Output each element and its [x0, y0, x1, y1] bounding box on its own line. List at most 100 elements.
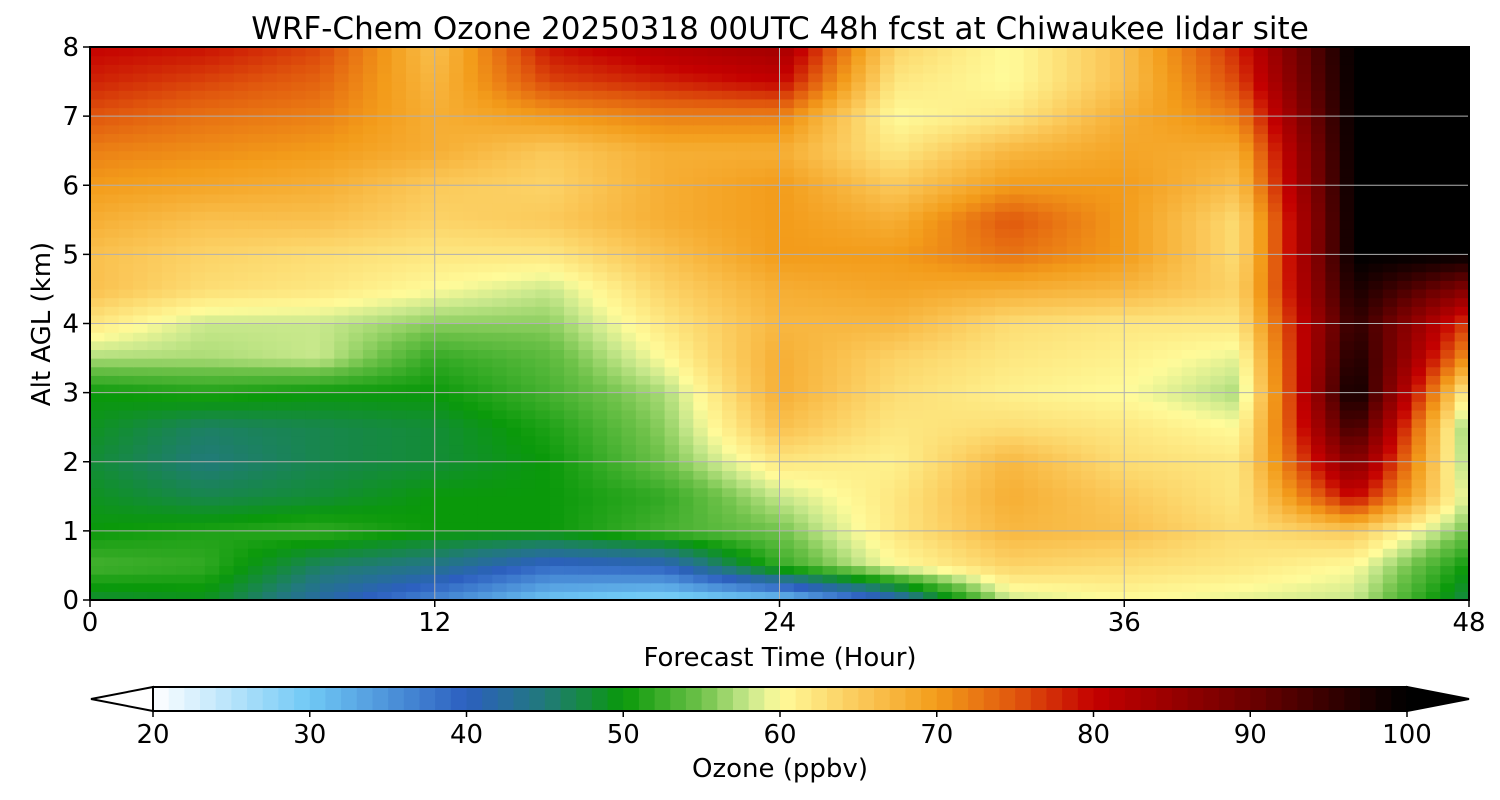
heatmap-cell — [1310, 167, 1326, 178]
heatmap-cell — [1009, 556, 1025, 567]
heatmap-cell — [635, 479, 651, 489]
heatmap-cell — [1038, 504, 1054, 515]
heatmap-cell — [836, 332, 852, 342]
heatmap-cell — [908, 435, 924, 446]
heatmap-cell — [1224, 401, 1240, 411]
heatmap-cell — [750, 418, 766, 428]
heatmap-cell — [1411, 496, 1427, 506]
heatmap-cell — [1325, 401, 1341, 411]
heatmap-cell — [822, 530, 838, 541]
heatmap-cell — [994, 211, 1010, 221]
heatmap-cell — [391, 435, 407, 446]
heatmap-cell — [506, 219, 522, 230]
heatmap-cell — [578, 159, 594, 169]
heatmap-cell — [118, 142, 134, 152]
heatmap-cell — [104, 375, 120, 385]
heatmap-cell — [779, 332, 795, 342]
heatmap-cell — [262, 504, 278, 515]
heatmap-cell — [1239, 427, 1255, 437]
heatmap-cell — [233, 297, 249, 307]
heatmap-cell — [449, 522, 465, 532]
heatmap-cell — [492, 565, 508, 575]
heatmap-cell — [1296, 340, 1312, 351]
heatmap-cell — [894, 366, 910, 376]
heatmap-cell — [420, 332, 436, 342]
heatmap-cell — [1038, 366, 1054, 376]
heatmap-cell — [592, 288, 608, 299]
heatmap-cell — [233, 591, 249, 601]
heatmap-cell — [449, 176, 465, 186]
heatmap-cell — [463, 401, 479, 411]
heatmap-cell — [564, 150, 579, 160]
heatmap-cell — [664, 453, 680, 463]
heatmap-cell — [1167, 556, 1183, 567]
heatmap-cell — [262, 591, 278, 601]
heatmap-cell — [1382, 496, 1398, 506]
heatmap-cell — [836, 176, 852, 186]
heatmap-cell — [377, 271, 393, 281]
heatmap-cell — [951, 211, 967, 221]
heatmap-cell — [1325, 271, 1341, 281]
heatmap-cell — [951, 332, 967, 342]
heatmap-cell — [635, 539, 651, 549]
chart-title: WRF-Chem Ozone 20250318 00UTC 48h fcst a… — [251, 11, 1309, 47]
heatmap-cell — [1253, 539, 1269, 549]
heatmap-cell — [1009, 340, 1025, 351]
heatmap-cell — [765, 401, 781, 411]
heatmap-cell — [822, 219, 838, 230]
heatmap-cell — [362, 453, 378, 463]
heatmap-cell — [980, 435, 996, 446]
heatmap-cell — [1239, 366, 1255, 376]
heatmap-cell — [592, 383, 608, 394]
heatmap-cell — [1282, 340, 1298, 351]
heatmap-cell — [592, 211, 608, 221]
heatmap-cell — [1081, 409, 1097, 420]
heatmap-cell — [204, 401, 220, 411]
heatmap-cell — [1095, 237, 1111, 247]
heatmap-cell — [736, 288, 752, 299]
heatmap-cell — [104, 565, 120, 575]
heatmap-cell — [334, 150, 350, 160]
heatmap-cell — [1368, 530, 1384, 541]
heatmap-cell — [1224, 263, 1240, 273]
heatmap-cell — [348, 401, 364, 411]
heatmap-cell — [880, 504, 896, 515]
heatmap-cell — [1066, 383, 1082, 394]
heatmap-cell — [635, 176, 651, 186]
heatmap-cell — [406, 470, 421, 480]
heatmap-cell — [736, 461, 752, 471]
heatmap-cell — [1368, 306, 1384, 316]
heatmap-cell — [1382, 254, 1398, 264]
heatmap-cell — [1339, 556, 1355, 567]
heatmap-cell — [449, 548, 465, 558]
heatmap-cell — [334, 513, 350, 523]
heatmap-cell — [1066, 306, 1082, 316]
heatmap-cell — [1354, 332, 1370, 342]
heatmap-cell — [161, 314, 177, 325]
heatmap-cell — [535, 574, 551, 584]
heatmap-cell — [204, 409, 220, 420]
heatmap-cell — [520, 401, 536, 411]
heatmap-cell — [90, 323, 105, 333]
heatmap-cell — [434, 375, 450, 385]
heatmap-cell — [836, 427, 852, 437]
heatmap-cell — [678, 496, 694, 506]
heatmap-cell — [564, 306, 579, 316]
heatmap-cell — [1138, 176, 1154, 186]
heatmap-cell — [1224, 332, 1240, 342]
heatmap-cell — [765, 530, 781, 541]
heatmap-cell — [1382, 401, 1398, 411]
heatmap-cell — [348, 574, 364, 584]
heatmap-cell — [377, 461, 393, 471]
heatmap-cell — [104, 556, 120, 567]
heatmap-cell — [1052, 185, 1068, 195]
heatmap-cell — [980, 167, 996, 178]
heatmap-cell — [1267, 548, 1283, 558]
heatmap-cell — [176, 565, 192, 575]
heatmap-cell — [592, 582, 608, 592]
heatmap-cell — [1023, 487, 1039, 497]
heatmap-cell — [607, 193, 623, 204]
heatmap-cell — [104, 479, 120, 489]
heatmap-cell — [133, 496, 149, 506]
heatmap-cell — [1023, 392, 1039, 402]
